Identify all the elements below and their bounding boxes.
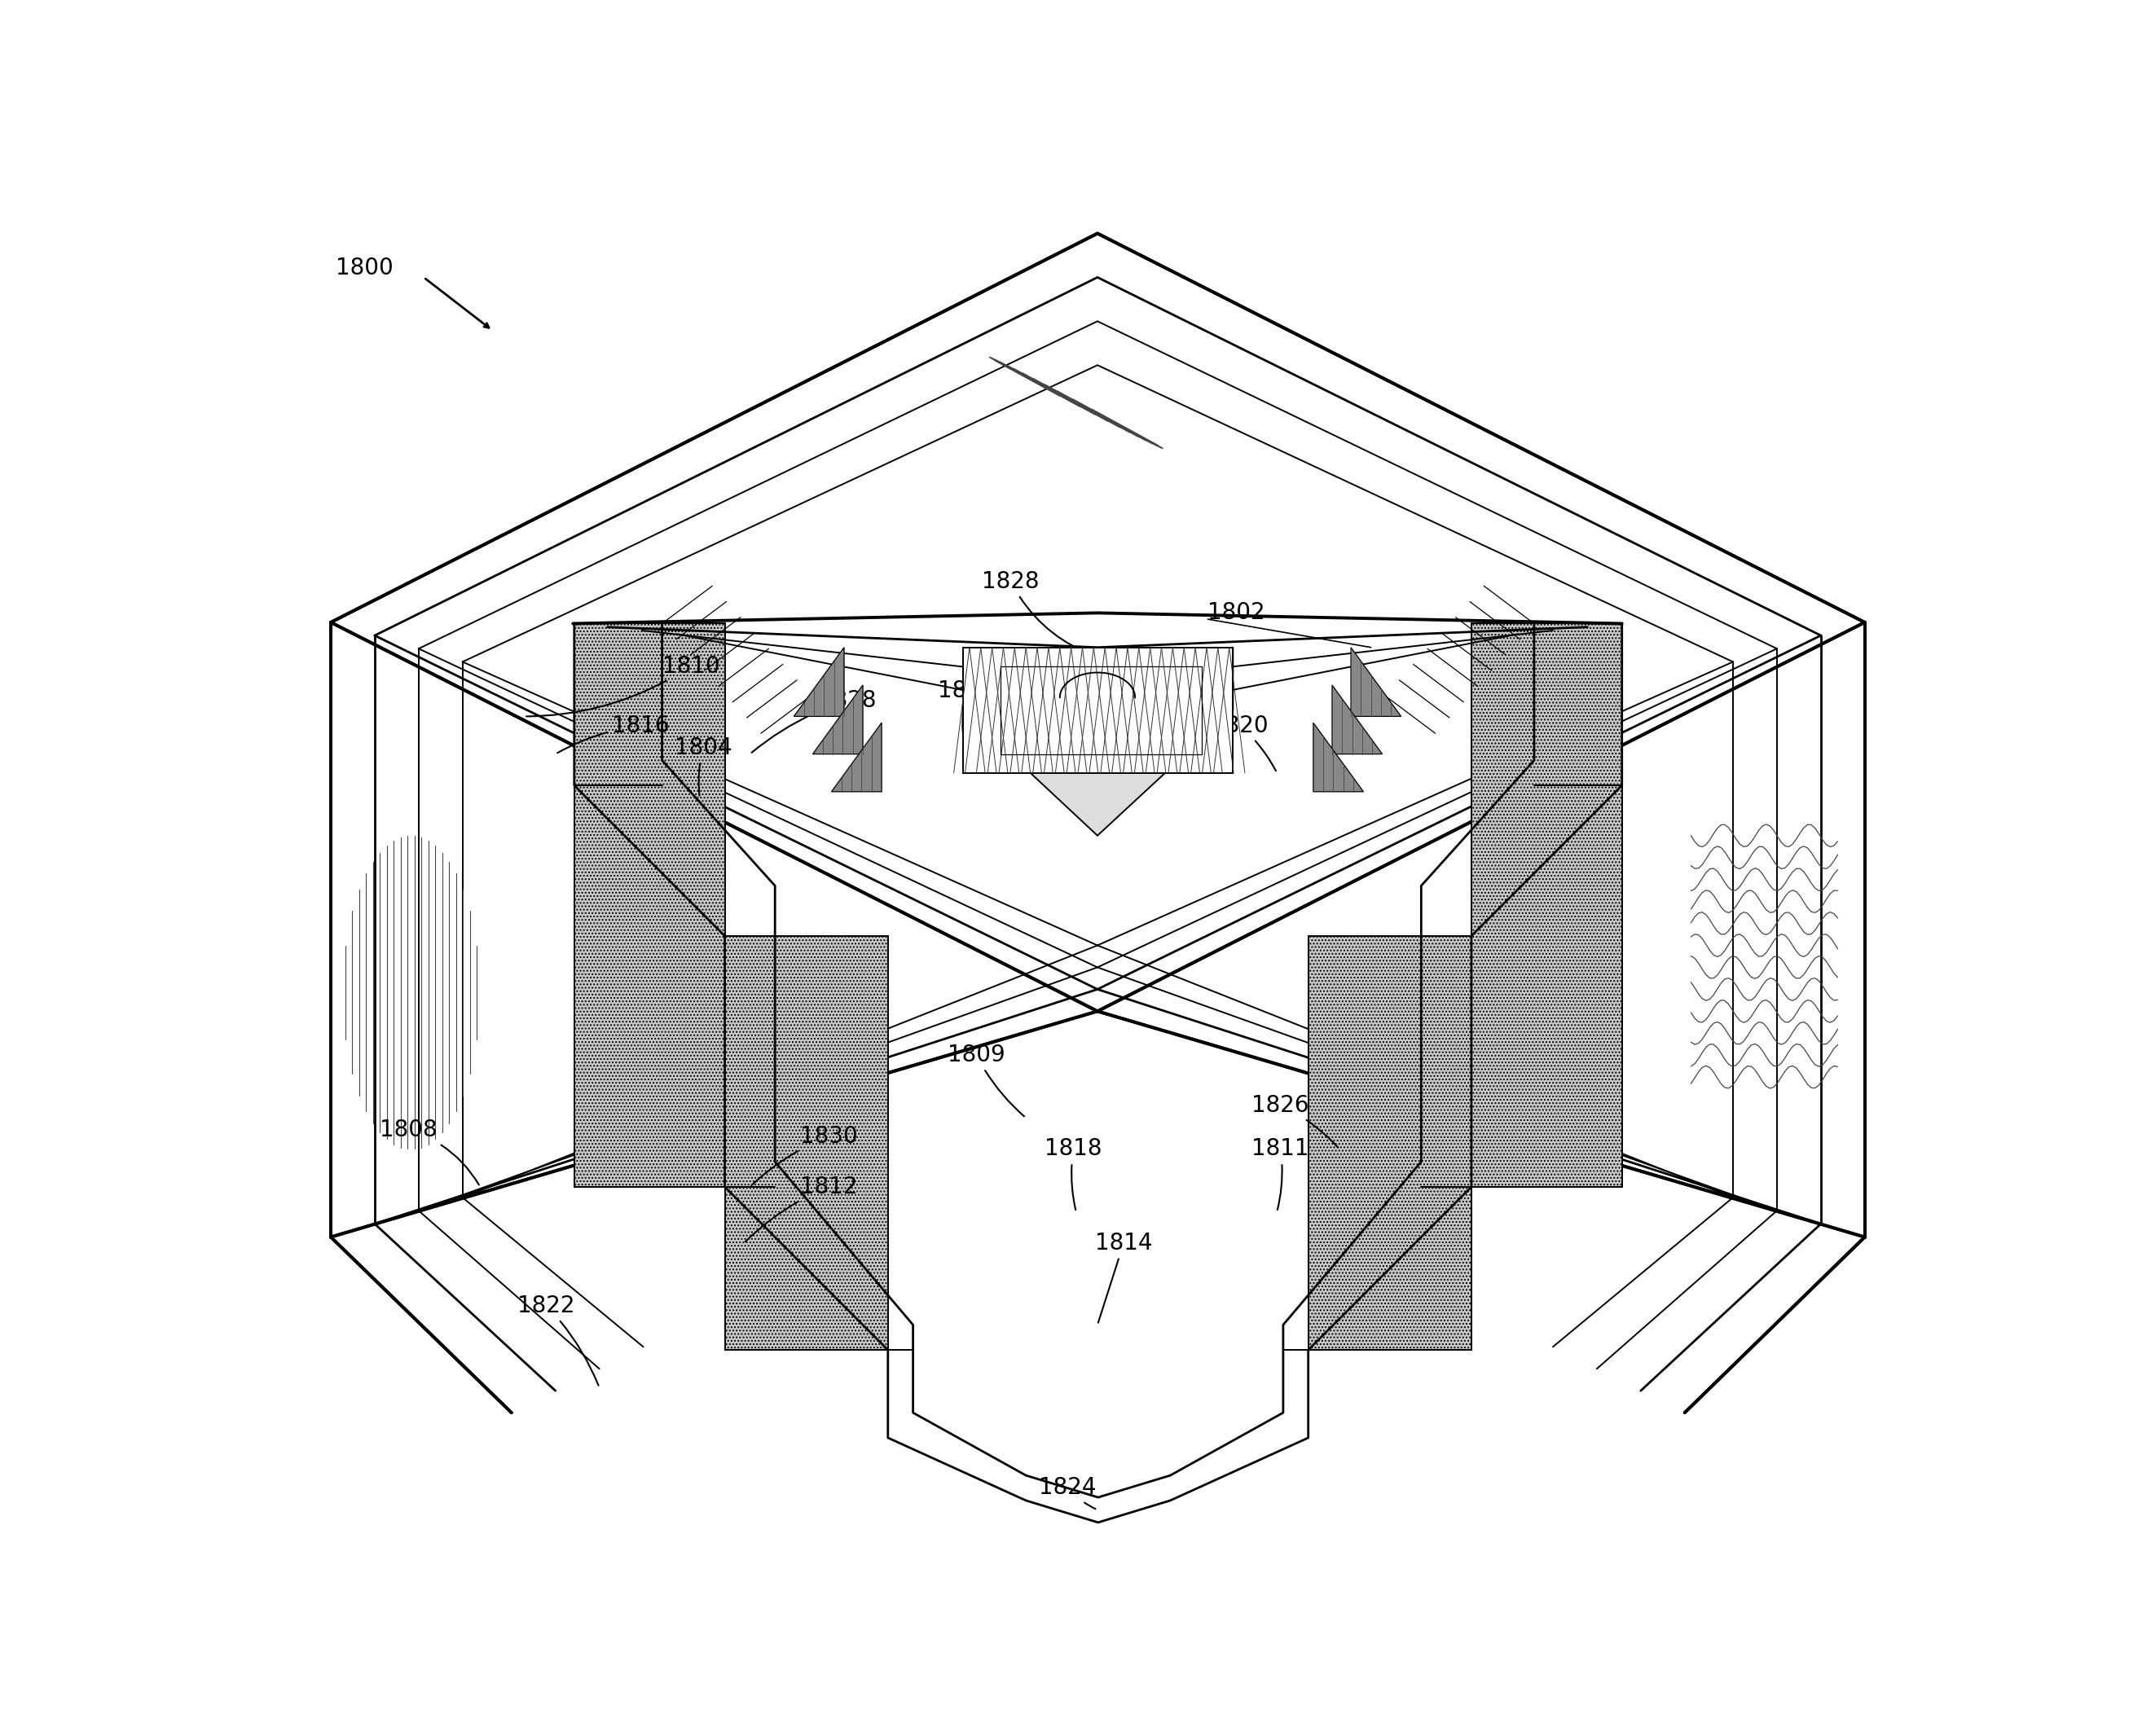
Polygon shape: [964, 648, 1234, 835]
Polygon shape: [724, 936, 889, 1351]
Text: 1812: 1812: [745, 1175, 857, 1241]
Polygon shape: [330, 621, 1097, 1238]
Polygon shape: [831, 722, 883, 792]
Polygon shape: [1313, 722, 1364, 792]
Text: 1802: 1802: [1208, 601, 1266, 625]
Text: 1816: 1816: [557, 713, 668, 753]
Text: 1822: 1822: [518, 1295, 598, 1385]
Text: 1828: 1828: [981, 569, 1095, 656]
Text: 1814: 1814: [1095, 1231, 1152, 1323]
Polygon shape: [964, 648, 1234, 773]
Polygon shape: [1309, 936, 1472, 1351]
Polygon shape: [795, 648, 844, 717]
Polygon shape: [1332, 686, 1382, 753]
Text: 1811: 1811: [1251, 1137, 1309, 1210]
Text: 1820: 1820: [1210, 713, 1277, 771]
Text: 1810: 1810: [527, 654, 720, 717]
Text: 1800: 1800: [336, 257, 394, 279]
Polygon shape: [1472, 623, 1621, 1187]
Text: 1828: 1828: [752, 689, 876, 753]
Text: 1804: 1804: [675, 736, 733, 795]
Text: 1830: 1830: [752, 1125, 857, 1186]
Polygon shape: [574, 623, 724, 1187]
Text: 1808: 1808: [379, 1118, 480, 1186]
Text: 1818: 1818: [1045, 1137, 1103, 1210]
Polygon shape: [812, 686, 863, 753]
Text: 1826: 1826: [1251, 1094, 1339, 1147]
Polygon shape: [1097, 621, 1866, 1238]
Text: 1806: 1806: [938, 681, 996, 733]
Text: 1824: 1824: [1039, 1476, 1097, 1509]
Text: 1809: 1809: [947, 1043, 1024, 1116]
Polygon shape: [1352, 648, 1401, 717]
